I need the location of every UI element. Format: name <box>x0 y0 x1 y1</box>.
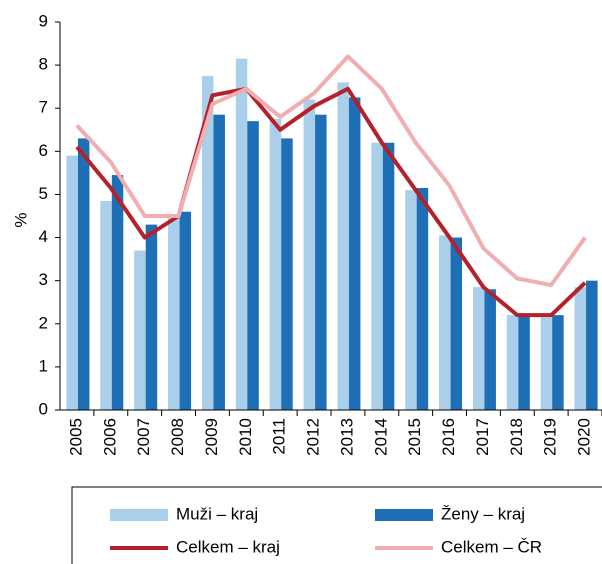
bar <box>416 187 429 410</box>
bar <box>540 317 553 410</box>
legend-label: Celkem – ČR <box>441 537 542 556</box>
bar <box>337 82 349 410</box>
x-tick-label: 2013 <box>337 418 356 456</box>
bar <box>145 224 158 410</box>
bar <box>439 235 451 410</box>
bar <box>111 175 124 410</box>
bar <box>179 211 192 410</box>
x-tick-label: 2015 <box>405 418 424 456</box>
bar <box>281 138 293 410</box>
x-tick-label: 2010 <box>236 418 255 456</box>
x-tick-label: 2016 <box>439 418 458 456</box>
bar <box>552 315 564 410</box>
bar <box>168 218 180 410</box>
legend-label: Ženy – kraj <box>441 504 525 523</box>
y-tick-label: 1 <box>39 356 48 375</box>
x-tick-label: 2008 <box>168 418 187 456</box>
bar <box>269 119 282 410</box>
bar <box>405 190 417 410</box>
x-tick-label: 2014 <box>371 418 390 456</box>
y-tick-label: 3 <box>39 270 48 289</box>
bar <box>201 75 214 410</box>
x-tick-label: 2005 <box>66 418 85 456</box>
bar <box>213 114 225 410</box>
x-tick-label: 2019 <box>541 418 560 456</box>
y-tick-label: 9 <box>39 11 48 30</box>
bar <box>574 287 587 410</box>
legend-swatch <box>375 509 433 521</box>
x-tick-label: 2011 <box>270 418 289 455</box>
bar <box>371 142 383 410</box>
legend-swatch <box>110 509 168 521</box>
x-tick-label: 2007 <box>134 418 153 456</box>
bar <box>66 155 78 410</box>
bar <box>315 114 327 410</box>
bar <box>450 237 463 410</box>
bar <box>235 58 248 411</box>
y-tick-label: 6 <box>39 141 48 160</box>
y-tick-label: 2 <box>39 313 48 332</box>
line <box>75 86 587 318</box>
y-tick-label: 8 <box>39 55 48 74</box>
y-tick-label: 7 <box>39 98 48 117</box>
x-tick-label: 2018 <box>507 418 526 456</box>
legend-frame <box>71 486 602 564</box>
bar <box>382 142 395 410</box>
bar <box>518 315 530 410</box>
bar <box>586 280 598 410</box>
x-tick-label: 2020 <box>575 418 594 456</box>
bar <box>303 99 316 410</box>
x-tick-label: 2006 <box>100 418 119 456</box>
legend-label: Muži – kraj <box>176 504 258 523</box>
x-tick-label: 2017 <box>473 418 492 456</box>
bar <box>77 138 90 410</box>
bar <box>506 315 519 410</box>
y-tick-label: 4 <box>39 227 48 246</box>
x-tick-label: 2012 <box>304 418 323 456</box>
line <box>75 54 587 287</box>
bar <box>247 121 259 411</box>
y-axis-label: % <box>11 212 30 227</box>
y-tick-label: 5 <box>39 184 48 203</box>
bar <box>134 250 146 410</box>
bar <box>100 200 112 410</box>
y-tick-label: 0 <box>39 399 48 418</box>
legend-label: Celkem – kraj <box>176 537 280 556</box>
bar <box>348 97 361 410</box>
bar <box>472 287 485 410</box>
x-tick-label: 2009 <box>202 418 221 456</box>
bar <box>484 289 496 410</box>
